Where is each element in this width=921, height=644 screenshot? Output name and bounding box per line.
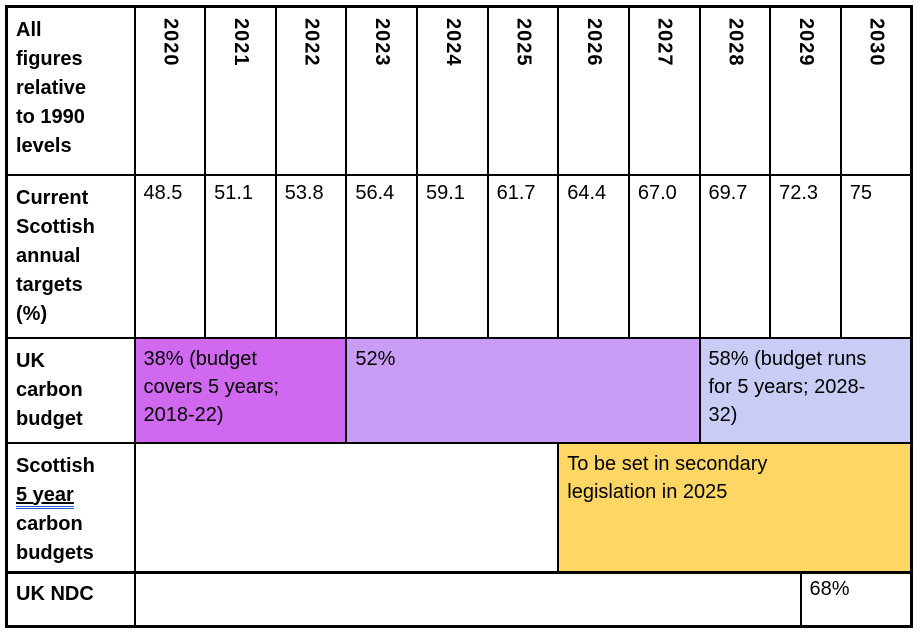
label-part-carbon-budgets: carbon budgets	[16, 512, 94, 564]
scottish-5-year-budgets-row: Scottish 5 year carbon budgets To be set i…	[5, 441, 913, 574]
year-header-2030: 2030	[865, 18, 888, 67]
uk-ndc-table: UK NDC 68%	[5, 571, 913, 628]
scottish-budget-note-cell: To be set in secondary legislation in 20…	[557, 441, 913, 574]
uk-budget-2018-22-cell: 38% (budget covers 5 years; 2018-22)	[133, 336, 348, 444]
target-value-2024: 59.1	[416, 173, 489, 339]
uk-ndc-value-cell: 68%	[799, 571, 913, 628]
table-corner-label: All figures relative to 1990 levels	[5, 5, 136, 176]
uk-ndc-empty-cell	[133, 571, 802, 628]
uk-budget-2028-32-cell: 58% (budget runs for 5 years; 2028- 32)	[698, 336, 913, 444]
target-value-2029: 72.3	[769, 173, 842, 339]
label-part-5-year-underlined: 5 year	[16, 483, 74, 509]
year-header-2020: 2020	[159, 18, 182, 67]
row-label-uk-carbon-budget: UK carbon budget	[5, 336, 136, 444]
row-label-scottish-annual-targets: Current Scottish annual targets (%)	[5, 173, 136, 339]
scottish-budget-empty-cell	[133, 441, 560, 574]
year-header-2029: 2029	[794, 18, 817, 67]
uk-budget-2023-27-cell: 52%	[345, 336, 701, 444]
year-header-row: All figures relative to 1990 levels 2020…	[5, 5, 913, 176]
year-header-2021: 2021	[229, 18, 252, 67]
year-header-2028: 2028	[724, 18, 747, 67]
target-value-2026: 64.4	[557, 173, 630, 339]
target-value-2028: 69.7	[698, 173, 772, 339]
row-label-scottish-5-year-budgets: Scottish 5 year carbon budgets	[5, 441, 136, 574]
carbon-targets-table: All figures relative to 1990 levels 2020…	[5, 5, 913, 574]
target-value-2021: 51.1	[204, 173, 277, 339]
scottish-targets-row: Current Scottish annual targets (%) 48.5…	[5, 173, 913, 339]
target-value-2027: 67.0	[627, 173, 701, 339]
year-header-2022: 2022	[300, 18, 323, 67]
row-label-uk-ndc: UK NDC	[5, 571, 136, 628]
uk-ndc-row: UK NDC 68%	[5, 571, 913, 628]
year-header-2025: 2025	[512, 18, 535, 67]
target-value-2020: 48.5	[133, 173, 207, 339]
year-header-2027: 2027	[653, 18, 676, 67]
target-value-2030: 75	[839, 173, 913, 339]
year-header-2024: 2024	[441, 18, 464, 67]
target-value-2025: 61.7	[486, 173, 560, 339]
year-header-2026: 2026	[583, 18, 606, 67]
year-header-2023: 2023	[371, 18, 394, 67]
uk-carbon-budget-row: UK carbon budget 38% (budget covers 5 ye…	[5, 336, 913, 444]
label-part-scottish: Scottish	[16, 454, 95, 477]
target-value-2023: 56.4	[345, 173, 418, 339]
target-value-2022: 53.8	[274, 173, 348, 339]
